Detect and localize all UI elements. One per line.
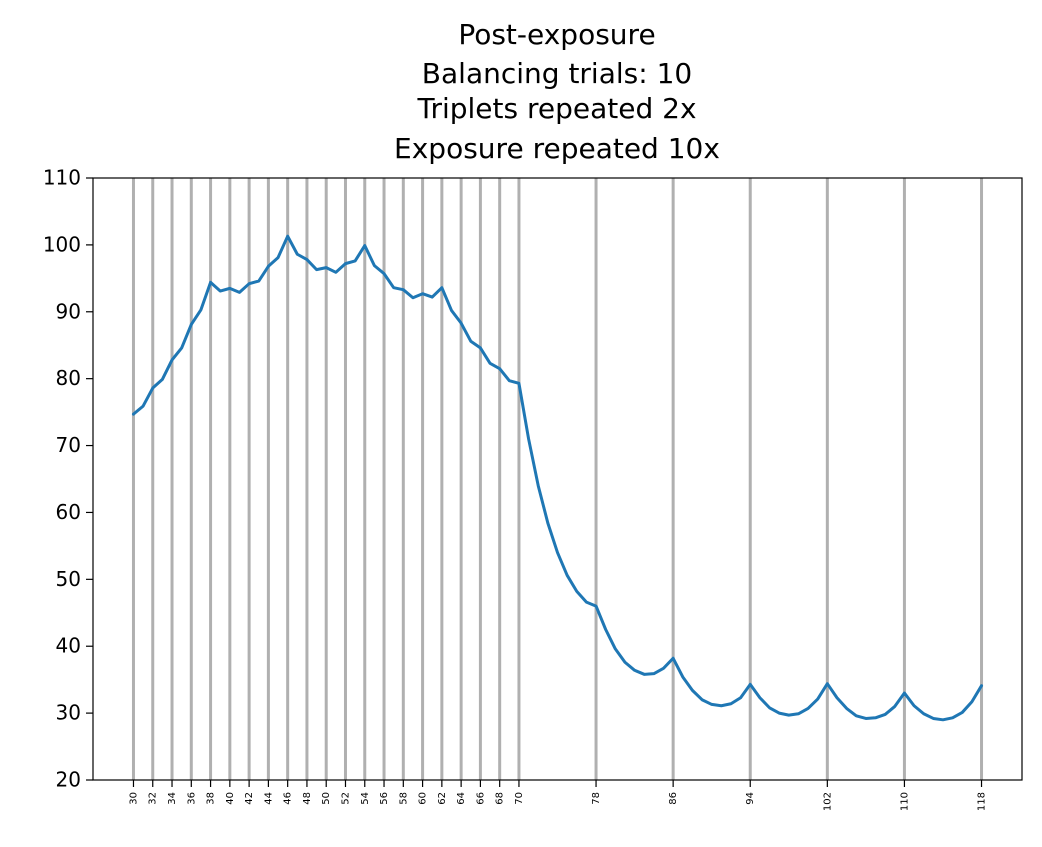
title-line-2: Balancing trials: 10 bbox=[422, 57, 692, 90]
x-tick-label: 56 bbox=[379, 792, 390, 805]
y-tick-label: 30 bbox=[56, 701, 81, 725]
x-tick-label: 94 bbox=[745, 792, 756, 805]
series-line bbox=[131, 234, 984, 722]
x-tick-label: 102 bbox=[822, 792, 833, 811]
x-tick-label: 70 bbox=[514, 792, 525, 805]
x-tick-label: 68 bbox=[495, 792, 506, 805]
x-tick-label: 30 bbox=[128, 792, 139, 805]
y-tick-label: 60 bbox=[56, 500, 81, 524]
y-tick-label: 110 bbox=[43, 166, 81, 190]
x-tick-label: 48 bbox=[302, 792, 313, 805]
x-tick-label: 118 bbox=[977, 792, 988, 811]
x-tick-label: 52 bbox=[340, 792, 351, 805]
chart-title: Post-exposure Balancing trials: 10 Tripl… bbox=[394, 18, 720, 165]
x-tick-label: 44 bbox=[263, 792, 274, 805]
y-tick-label: 90 bbox=[56, 299, 81, 323]
x-tick-label: 110 bbox=[899, 792, 910, 811]
x-tick-label: 40 bbox=[225, 792, 236, 805]
y-tick-label: 50 bbox=[56, 567, 81, 591]
y-tick-label: 80 bbox=[56, 366, 81, 390]
x-tick-label: 32 bbox=[148, 792, 159, 805]
x-tick-label: 38 bbox=[206, 792, 217, 805]
x-tick-label: 36 bbox=[186, 792, 197, 805]
y-tick-label: 70 bbox=[56, 433, 81, 457]
x-tick-label: 86 bbox=[668, 792, 679, 805]
title-line-4: Exposure repeated 10x bbox=[394, 132, 720, 165]
x-tick-label: 58 bbox=[398, 792, 409, 805]
vertical-gridlines bbox=[131, 178, 984, 780]
x-tick-label: 62 bbox=[437, 792, 448, 805]
title-line-3: Triplets repeated 2x bbox=[416, 92, 696, 125]
x-tick-label: 78 bbox=[591, 792, 602, 805]
plot-area-frame bbox=[92, 177, 1023, 781]
x-tick-label: 42 bbox=[244, 792, 255, 805]
y-tick-label: 20 bbox=[56, 768, 81, 792]
series-layer bbox=[131, 234, 984, 722]
y-tick-label: 40 bbox=[56, 634, 81, 658]
y-axis: 20 30 40 50 60 70 80 90 100 110 bbox=[43, 166, 93, 792]
x-tick-label: 66 bbox=[475, 792, 486, 805]
x-axis: 30 32 34 36 38 40 42 44 46 48 50 52 54 56 58 60 62 64 66 68… bbox=[128, 780, 988, 811]
x-tick-label: 34 bbox=[167, 792, 178, 805]
title-line-1: Post-exposure bbox=[458, 18, 655, 51]
x-tick-label: 60 bbox=[418, 792, 429, 805]
x-tick-label: 46 bbox=[283, 792, 294, 805]
x-tick-label: 64 bbox=[456, 792, 467, 805]
y-tick-label: 100 bbox=[43, 232, 81, 256]
x-tick-label: 50 bbox=[321, 792, 332, 805]
x-tick-label: 54 bbox=[360, 792, 371, 805]
